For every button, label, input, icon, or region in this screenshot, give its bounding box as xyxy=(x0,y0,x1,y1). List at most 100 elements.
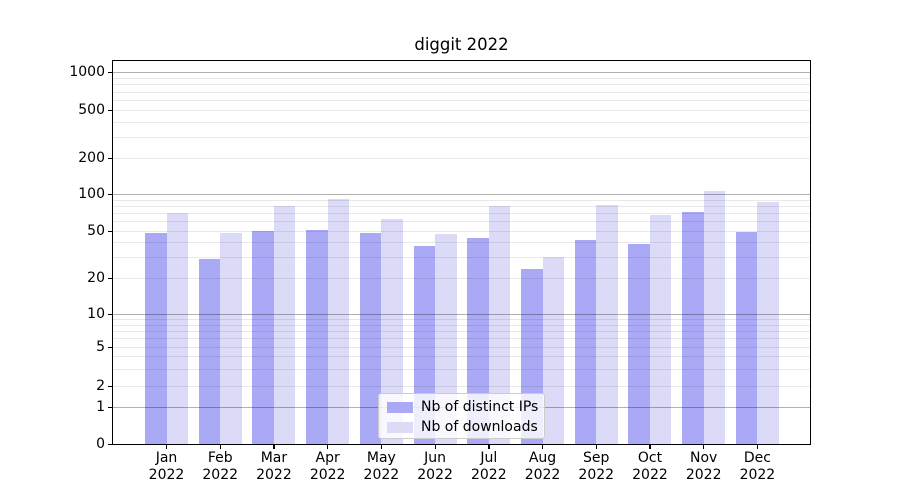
x-tick-label-jan: Jan 2022 xyxy=(148,450,185,483)
y-tick-mark-2 xyxy=(108,385,113,387)
y-tick-mark-500 xyxy=(108,109,113,111)
gridline-minor-80 xyxy=(113,205,810,207)
y-tick-mark-0 xyxy=(108,443,113,445)
x-tick-label-mar: Mar 2022 xyxy=(256,450,292,483)
gridline-minor-50 xyxy=(113,231,810,232)
x-tick-mark-jun xyxy=(434,445,436,449)
gridline-minor-9 xyxy=(113,319,810,321)
x-tick-label-sep: Sep 2022 xyxy=(578,450,615,483)
bar-downloads-jun xyxy=(435,234,457,444)
bar-distinct-ips-jan xyxy=(145,233,167,444)
gridline-minor-6 xyxy=(113,338,810,340)
y-tick-mark-50 xyxy=(108,230,113,232)
y-tick-label-50: 50 xyxy=(87,223,105,239)
gridline-minor-300 xyxy=(113,136,810,138)
bar-downloads-oct xyxy=(649,214,672,444)
x-tick-label-nov: Nov 2022 xyxy=(685,450,722,483)
gridline-minor-900 xyxy=(113,77,810,79)
y-tick-label-20: 20 xyxy=(87,270,105,286)
bar-downloads-mar xyxy=(273,205,296,444)
y-tick-label-1: 1 xyxy=(96,399,105,415)
gridline-minor-500 xyxy=(113,110,810,111)
x-tick-mark-apr xyxy=(327,445,329,449)
gridline-major-100 xyxy=(113,194,810,195)
bar-distinct-ips-apr xyxy=(306,229,328,444)
bar-distinct-ips-feb xyxy=(198,258,221,444)
bar-downloads-jan xyxy=(166,213,188,444)
gridline-minor-90 xyxy=(113,199,810,201)
gridline-minor-40 xyxy=(113,242,810,244)
x-tick-label-aug: Aug 2022 xyxy=(524,450,561,483)
y-tick-label-100: 100 xyxy=(78,186,105,202)
gridline-minor-4 xyxy=(113,356,810,358)
gridline-minor-200 xyxy=(113,158,810,159)
bar-downloads-jul xyxy=(488,205,511,444)
bar-downloads-sep xyxy=(596,205,618,444)
bar-distinct-ips-mar xyxy=(252,231,274,444)
y-tick-label-2: 2 xyxy=(96,378,105,394)
legend-row-downloads: Nb of downloads xyxy=(379,417,544,437)
gridline-major-1000 xyxy=(113,72,810,73)
gridline-minor-70 xyxy=(113,213,810,215)
chart-title: diggit 2022 xyxy=(414,35,509,54)
bar-distinct-ips-nov xyxy=(682,212,704,444)
x-tick-label-may: May 2022 xyxy=(363,450,400,483)
gridline-minor-7 xyxy=(113,330,810,332)
y-tick-mark-10 xyxy=(108,313,113,315)
x-tick-label-apr: Apr 2022 xyxy=(309,450,346,483)
gridline-minor-800 xyxy=(113,84,810,86)
x-tick-label-jun: Jun 2022 xyxy=(417,450,453,483)
x-tick-label-dec: Dec 2022 xyxy=(739,450,776,483)
legend-swatch-distinct-ips xyxy=(387,402,413,413)
bar-distinct-ips-dec xyxy=(735,232,758,444)
y-tick-label-200: 200 xyxy=(78,150,105,166)
x-tick-mark-oct xyxy=(649,445,651,449)
bar-distinct-ips-sep xyxy=(574,239,597,444)
y-tick-label-1000: 1000 xyxy=(69,64,105,80)
legend-row-distinct-ips: Nb of distinct IPs xyxy=(379,397,544,417)
x-tick-label-jul: Jul 2022 xyxy=(470,450,507,483)
legend-label-downloads: Nb of downloads xyxy=(421,419,538,435)
legend-swatch-downloads xyxy=(387,422,413,433)
x-tick-mark-feb xyxy=(219,445,222,449)
x-tick-mark-jan xyxy=(166,445,168,449)
gridline-minor-30 xyxy=(113,257,810,259)
bar-downloads-aug xyxy=(542,257,565,444)
x-tick-mark-nov xyxy=(703,445,705,449)
gridline-minor-5 xyxy=(113,347,810,348)
gridline-minor-600 xyxy=(113,100,810,101)
y-tick-label-5: 5 xyxy=(96,339,105,355)
bar-distinct-ips-jul xyxy=(467,237,489,444)
x-tick-mark-dec xyxy=(756,445,759,449)
x-tick-mark-mar xyxy=(273,445,275,449)
gridline-minor-700 xyxy=(113,91,810,93)
gridline-minor-20 xyxy=(113,278,810,279)
gridline-minor-400 xyxy=(113,121,810,123)
y-tick-mark-1 xyxy=(108,406,113,408)
legend-label-distinct-ips: Nb of distinct IPs xyxy=(421,399,539,415)
gridline-minor-2 xyxy=(113,386,810,387)
bar-downloads-feb xyxy=(220,233,242,444)
x-tick-mark-sep xyxy=(595,445,598,449)
bar-downloads-dec xyxy=(757,202,779,444)
x-tick-mark-jul xyxy=(488,445,490,449)
bar-downloads-may xyxy=(381,218,403,444)
gridline-minor-3 xyxy=(113,368,810,370)
y-tick-label-500: 500 xyxy=(78,102,105,118)
x-tick-mark-aug xyxy=(542,445,544,449)
bar-downloads-apr xyxy=(327,199,350,444)
y-tick-label-0: 0 xyxy=(96,436,105,452)
gridline-minor-60 xyxy=(113,221,810,223)
y-tick-mark-200 xyxy=(108,157,113,159)
x-tick-mark-may xyxy=(380,445,383,449)
gridline-minor-8 xyxy=(113,324,810,326)
x-tick-label-feb: Feb 2022 xyxy=(202,450,239,483)
y-tick-mark-5 xyxy=(108,346,113,348)
y-tick-label-10: 10 xyxy=(87,306,105,322)
bar-distinct-ips-oct xyxy=(628,243,650,444)
x-tick-label-oct: Oct 2022 xyxy=(632,450,668,483)
y-tick-mark-100 xyxy=(108,193,113,195)
gridline-major-10 xyxy=(113,314,810,315)
bar-downloads-nov xyxy=(703,190,726,444)
